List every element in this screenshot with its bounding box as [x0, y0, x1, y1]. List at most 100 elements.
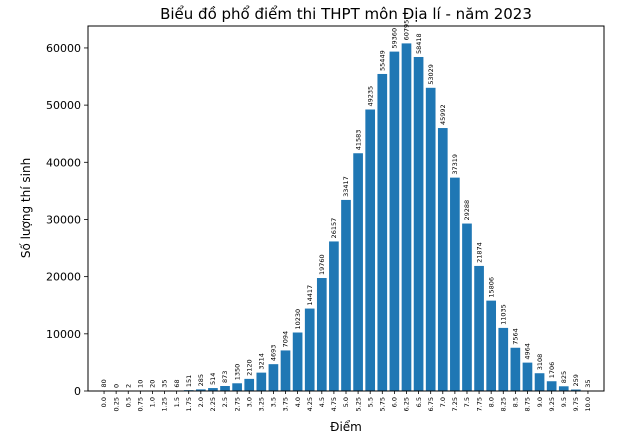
y-tick-label: 0 — [74, 385, 81, 398]
data-label-4.75: 26157 — [330, 218, 338, 239]
y-tick-label: 20000 — [46, 271, 81, 284]
data-label-0.75: 10 — [137, 380, 145, 388]
data-label-7.0: 45992 — [439, 104, 447, 125]
data-label-6.5: 58418 — [415, 33, 423, 54]
bar-6.0 — [389, 51, 400, 392]
bar-2.25 — [208, 388, 218, 391]
bar-6.75 — [425, 87, 436, 391]
bar-4.75 — [329, 241, 339, 391]
data-label-9.25: 1706 — [548, 362, 556, 379]
x-tick-label-9.75: 9.75 — [572, 397, 580, 411]
bar-4.0 — [292, 332, 303, 391]
data-label-4.0: 10230 — [294, 309, 302, 330]
data-label-1.0: 20 — [149, 380, 157, 388]
x-tick-label-6.25: 6.25 — [403, 397, 411, 411]
y-tick-label: 30000 — [46, 213, 81, 226]
x-tick-label-8.0: 8.0 — [487, 397, 495, 407]
x-tick-label-4.5: 4.5 — [318, 397, 326, 407]
x-tick-label-1.75: 1.75 — [185, 397, 193, 411]
bar-8.5 — [510, 347, 521, 391]
x-tick-label-6.5: 6.5 — [415, 397, 423, 407]
bar-2.5 — [220, 386, 230, 391]
x-tick-label-2.25: 2.25 — [209, 397, 217, 411]
x-tick-label-1.25: 1.25 — [161, 397, 169, 411]
y-tick-label: 40000 — [46, 156, 81, 169]
bar-7.0 — [437, 128, 448, 391]
x-tick-label-5.25: 5.25 — [354, 397, 362, 411]
x-tick-label-3.75: 3.75 — [282, 397, 290, 411]
data-label-3.5: 4693 — [270, 345, 278, 362]
y-axis-label: Số lượng thí sinh — [19, 158, 33, 258]
x-tick-label-5.5: 5.5 — [366, 397, 374, 407]
data-label-2.75: 1350 — [233, 364, 241, 381]
x-tick-label-8.25: 8.25 — [499, 397, 507, 411]
x-tick-label-3.0: 3.0 — [245, 397, 253, 407]
x-tick-label-6.75: 6.75 — [427, 397, 435, 411]
data-label-6.25: 60795 — [403, 20, 411, 41]
data-label-8.75: 4964 — [524, 343, 532, 360]
bar-9.0 — [534, 373, 545, 391]
data-label-9.5: 825 — [560, 371, 568, 383]
bar-9.25 — [546, 381, 557, 391]
x-tick-label-2.0: 2.0 — [197, 397, 205, 407]
data-label-1.75: 151 — [185, 375, 193, 387]
x-tick-label-10.0: 10.0 — [584, 397, 592, 411]
x-tick-label-0.25: 0.25 — [112, 397, 120, 411]
data-label-5.25: 41583 — [354, 130, 362, 151]
data-label-8.25: 11035 — [499, 304, 507, 325]
y-tick-label: 60000 — [46, 42, 81, 55]
data-label-0.0: 80 — [100, 379, 108, 387]
bar-9.5 — [558, 386, 569, 391]
bar-2.75 — [232, 383, 242, 391]
x-tick-label-1.5: 1.5 — [173, 397, 181, 407]
data-label-7.25: 37319 — [451, 154, 459, 175]
bar-3.75 — [280, 350, 291, 391]
x-tick-label-5.75: 5.75 — [378, 397, 386, 411]
bar-5.25 — [353, 153, 363, 391]
data-label-2.25: 514 — [209, 373, 217, 385]
x-tick-label-8.5: 8.5 — [512, 397, 520, 407]
data-label-8.0: 15806 — [487, 277, 495, 298]
y-tick-label: 10000 — [46, 328, 81, 341]
bar-7.75 — [474, 265, 484, 391]
data-label-5.75: 55449 — [378, 50, 386, 71]
data-label-4.25: 14417 — [306, 285, 314, 306]
bar-3.5 — [268, 364, 279, 391]
bar-3.25 — [256, 372, 267, 391]
x-tick-label-8.75: 8.75 — [524, 397, 532, 411]
x-tick-label-4.75: 4.75 — [330, 397, 338, 411]
x-tick-label-0.5: 0.5 — [124, 397, 132, 407]
data-label-4.5: 19760 — [318, 254, 326, 275]
x-tick-label-5.0: 5.0 — [342, 397, 350, 407]
x-tick-label-4.0: 4.0 — [294, 397, 302, 407]
data-label-5.5: 49235 — [366, 86, 374, 107]
bar-8.75 — [522, 362, 533, 391]
bar-6.25 — [401, 43, 412, 391]
bar-5.75 — [377, 73, 388, 391]
data-label-6.75: 53029 — [427, 64, 435, 85]
data-label-6.0: 59360 — [391, 28, 399, 49]
bar-4.25 — [304, 308, 315, 391]
data-label-7.75: 21874 — [475, 242, 483, 263]
x-tick-label-7.0: 7.0 — [439, 397, 447, 407]
x-tick-label-1.0: 1.0 — [149, 397, 157, 407]
chart-title: Biểu đồ phổ điểm thi THPT môn Địa lí - n… — [160, 5, 532, 23]
x-tick-label-9.25: 9.25 — [548, 397, 556, 411]
data-label-7.5: 29288 — [463, 200, 471, 221]
bar-8.25 — [498, 327, 509, 391]
data-label-1.25: 35 — [161, 380, 169, 388]
bar-8.0 — [486, 300, 497, 391]
bar-5.5 — [365, 109, 376, 391]
bar-6.5 — [413, 56, 424, 391]
x-tick-label-0.0: 0.0 — [100, 397, 108, 407]
bar-7.25 — [450, 177, 460, 391]
data-label-0.25: 0 — [112, 384, 120, 388]
bar-7.5 — [462, 223, 472, 391]
x-tick-label-9.0: 9.0 — [536, 397, 544, 407]
bar-4.5 — [316, 278, 327, 391]
data-label-10.0: 35 — [584, 380, 592, 388]
x-tick-label-3.5: 3.5 — [270, 397, 278, 407]
x-tick-label-7.25: 7.25 — [451, 397, 459, 411]
data-label-2.0: 285 — [197, 374, 205, 386]
